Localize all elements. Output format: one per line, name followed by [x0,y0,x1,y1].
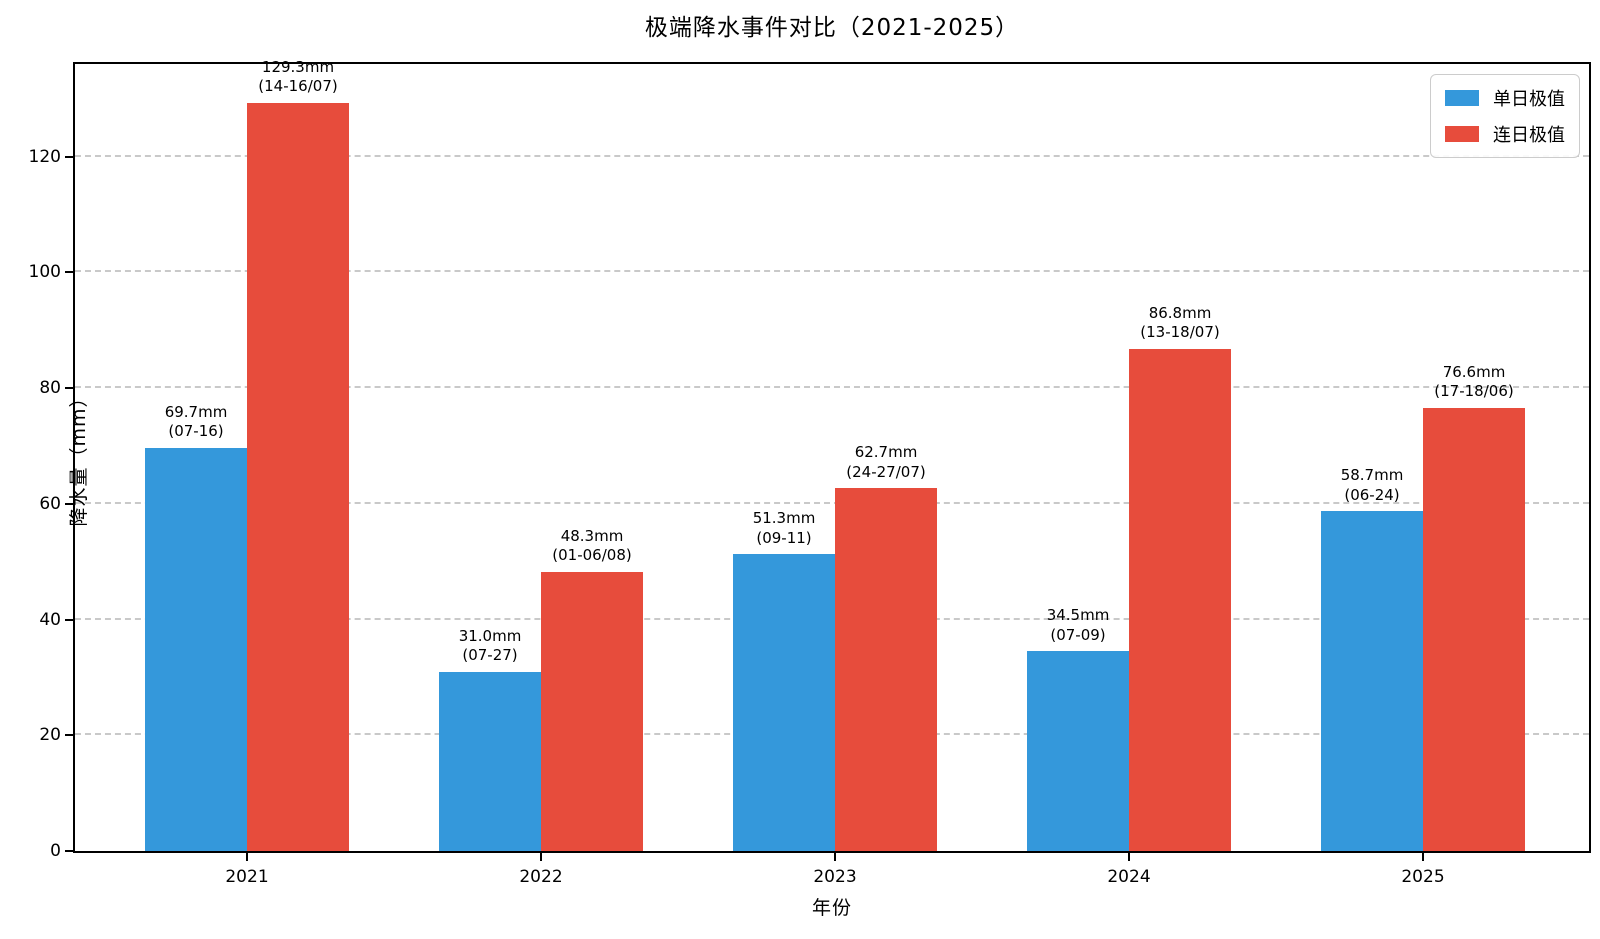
bar-daily-2024 [1027,651,1129,851]
plot-area: 0 20 40 60 80 100 120 2021 2022 2023 2024 2025 69.7m… [29,58,1591,887]
y-tick-label-60: 60 [39,493,61,514]
bar-label-daily-2023: 51.3mm (09-11) [753,509,816,548]
bar-label-dates: (01-06/08) [552,546,632,564]
bar-multiday-2025 [1423,407,1525,851]
bar-label-value: 129.3mm [261,57,335,76]
y-tick-mark-120 [65,155,73,158]
y-tick-mark-80 [65,387,73,390]
legend-swatch-daily [1445,90,1479,106]
y-tick-mark-0 [65,850,73,852]
bar-multiday-2022 [541,571,643,851]
x-tick-label-2022: 2022 [519,867,563,887]
bar-label-dates: (24-27/07) [846,462,926,481]
chart-title: 极端降水事件对比（2021-2025） [644,15,1020,41]
y-tick-mark-20 [65,734,73,737]
bar-label-dates: (06-24) [1344,485,1400,504]
bar-daily-2025 [1321,511,1423,851]
bar-multiday-2024 [1129,348,1231,851]
y-tick-label-80: 80 [39,378,61,399]
x-axis-label: 年份 [811,897,852,919]
gridline-y80 [75,386,1589,389]
bar-multiday-2023 [835,488,937,851]
bar-daily-2021 [145,447,247,851]
bar-multiday-2021 [247,102,349,851]
bar-label-dates: (14-16/07) [258,77,338,96]
x-tick-mark-2025 [1422,853,1424,861]
bar-label-daily-2022: 31.0mm (07-27) [459,627,522,666]
bar-label-dates: (17-18/06) [1434,382,1514,401]
x-tick-label-2025: 2025 [1401,867,1445,887]
bar-label-value: 76.6mm [1442,362,1506,381]
legend-swatch-multiday [1445,126,1479,142]
gridline-y60 [75,501,1589,504]
y-tick-mark-60 [65,502,73,505]
bar-label-multiday-2025: 76.6mm (17-18/06) [1434,363,1513,402]
bar-label-value: 62.7mm [854,443,918,462]
bar-label-value: 34.5mm [1046,606,1110,625]
bar-label-daily-2025: 58.7mm (06-24) [1341,466,1404,505]
x-tick-label-2021: 2021 [225,867,269,887]
bar-label-daily-2021: 69.7mm (07-16) [165,403,228,442]
x-tick-mark-2024 [1128,853,1130,861]
legend: 单日极值 连日极值 [1430,74,1580,158]
gridline-y100 [75,270,1589,273]
legend-item-daily: 单日极值 [1445,85,1565,111]
y-tick-label-40: 40 [39,609,61,630]
bar-label-value: 51.3mm [752,509,816,528]
x-tick-label-2024: 2024 [1107,867,1151,887]
y-tick-mark-40 [65,618,73,621]
bar-label-dates: (13-18/07) [1140,323,1220,342]
bar-label-multiday-2024: 86.8mm (13-18/07) [1140,304,1219,343]
y-tick-label-20: 20 [39,725,61,746]
bar-label-dates: (07-16) [168,422,224,441]
x-tick-mark-2023 [834,853,836,861]
bar-label-value: 69.7mm [164,402,228,421]
bar-label-multiday-2023: 62.7mm (24-27/07) [846,443,925,482]
bar-label-multiday-2021: 129.3mm (14-16/07) [258,58,337,97]
x-tick-mark-2022 [540,853,542,861]
gridline-y120 [75,154,1589,157]
legend-item-multiday: 连日极值 [1445,121,1565,147]
bar-label-dates: (07-09) [1050,625,1106,644]
y-tick-mark-100 [65,271,73,274]
bar-label-dates: (07-27) [462,646,518,665]
x-tick-label-2023: 2023 [813,867,857,887]
x-tick-mark-2021 [246,853,248,861]
bar-label-value: 58.7mm [1340,466,1404,485]
bar-label-value: 48.3mm [560,526,624,545]
bar-label-daily-2024: 34.5mm (07-09) [1047,606,1110,645]
y-tick-label-100: 100 [28,262,61,283]
bar-daily-2022 [439,671,541,851]
legend-label-daily: 单日极值 [1493,89,1565,110]
bar-label-dates: (09-11) [756,528,812,547]
legend-label-multiday: 连日极值 [1493,125,1565,146]
y-tick-label-0: 0 [50,841,61,861]
y-axis-label: 降水量（mm） [68,387,91,527]
bar-label-value: 31.0mm [458,626,522,645]
y-tick-label-120: 120 [28,146,61,167]
bar-label-value: 86.8mm [1148,303,1212,322]
bar-daily-2023 [733,554,835,851]
bar-label-multiday-2022: 48.3mm (01-06/08) [552,527,631,566]
